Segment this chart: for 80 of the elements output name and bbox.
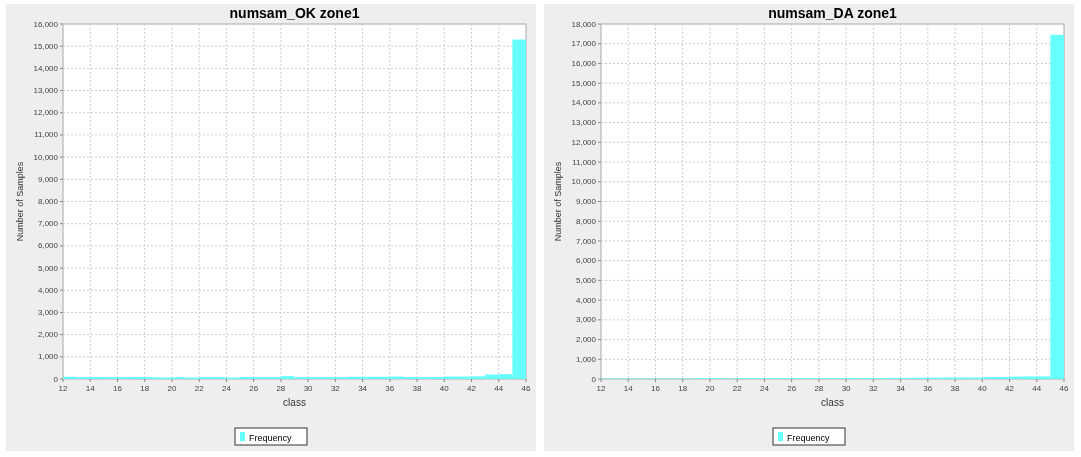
y-tick-label: 15,000: [33, 41, 59, 51]
y-tick-label: 9,000: [37, 174, 59, 184]
y-tick-label: 11,000: [572, 157, 597, 167]
y-tick-label: 8,000: [37, 197, 59, 207]
y-tick-label: 6,000: [37, 241, 59, 251]
y-tick-label: 5,000: [575, 275, 597, 285]
y-tick-label: 5,000: [37, 263, 59, 273]
x-tick-label: 26: [787, 384, 797, 393]
x-tick-label: 22: [194, 384, 205, 393]
x-tick-label: 28: [276, 384, 286, 393]
x-tick-label: 16: [651, 384, 661, 393]
legend-label: Frequency: [249, 432, 293, 443]
x-tick-label: 40: [977, 384, 988, 393]
x-tick-label: 46: [521, 384, 531, 393]
y-tick-label: 16,000: [571, 59, 597, 68]
x-tick-label: 28: [814, 384, 824, 393]
x-tick-label: 44: [1032, 384, 1042, 393]
x-tick-label: 16: [113, 384, 123, 393]
x-tick-label: 32: [868, 384, 879, 393]
y-tick-label: 10,000: [33, 152, 59, 162]
x-tick-label: 38: [412, 384, 423, 393]
x-axis-title: class: [821, 397, 844, 408]
y-axis-title: Number of Samples: [15, 161, 25, 242]
y-tick-label: 0: [591, 374, 597, 384]
y-tick-label: 9,000: [575, 197, 597, 207]
y-tick-label: 10,000: [571, 177, 597, 187]
x-tick-label: 42: [1005, 384, 1015, 393]
x-tick-label: 40: [439, 384, 450, 393]
y-tick-label: 4,000: [575, 295, 597, 305]
y-tick-label: 13,000: [571, 118, 597, 128]
y-tick-label: 17,000: [571, 39, 597, 49]
y-tick-label: 0: [53, 374, 59, 384]
x-tick-label: 44: [494, 384, 504, 393]
y-tick-label: 1,000: [37, 352, 59, 362]
y-tick-label: 13,000: [33, 86, 59, 96]
x-tick-label: 38: [950, 384, 961, 393]
chart-title: numsam_DA zone1: [768, 5, 898, 21]
x-tick-label: 24: [759, 384, 770, 393]
y-tick-label: 18,000: [571, 19, 597, 29]
y-tick-label: 2,000: [37, 330, 59, 340]
x-tick-label: 20: [167, 384, 177, 393]
y-tick-label: 7,000: [575, 236, 597, 246]
y-tick-label: 3,000: [575, 315, 597, 325]
y-tick-label: 4,000: [37, 285, 59, 295]
x-tick-label: 26: [249, 384, 259, 393]
y-tick-label: 14,000: [571, 98, 597, 108]
x-tick-label: 22: [732, 384, 743, 393]
x-tick-label: 18: [140, 384, 150, 393]
x-tick-label: 12: [58, 384, 68, 393]
y-tick-label: 6,000: [575, 256, 597, 266]
x-axis-title: class: [283, 397, 306, 408]
x-tick-label: 42: [467, 384, 477, 393]
x-tick-label: 14: [85, 384, 96, 393]
y-tick-label: 15,000: [571, 78, 597, 88]
y-tick-label: 3,000: [37, 308, 59, 317]
x-tick-label: 18: [678, 384, 688, 393]
x-tick-label: 32: [330, 384, 341, 393]
x-tick-label: 30: [841, 384, 852, 393]
x-tick-label: 34: [358, 384, 368, 393]
y-tick-label: 16,000: [33, 19, 59, 29]
x-tick-label: 14: [623, 384, 634, 393]
y-tick-label: 12,000: [571, 137, 597, 147]
y-tick-label: 11,000: [34, 130, 59, 140]
x-tick-label: 24: [221, 384, 232, 393]
x-tick-label: 12: [596, 384, 606, 393]
chart-title: numsam_OK zone1: [229, 5, 360, 21]
y-tick-label: 7,000: [37, 219, 59, 229]
x-tick-label: 34: [896, 384, 906, 393]
y-tick-label: 8,000: [575, 216, 597, 226]
x-tick-label: 36: [385, 384, 395, 393]
x-tick-label: 20: [705, 384, 715, 393]
legend-label: Frequency: [787, 432, 831, 443]
x-tick-label: 30: [303, 384, 314, 393]
x-tick-label: 36: [923, 384, 933, 393]
y-tick-label: 12,000: [33, 108, 59, 118]
y-tick-label: 1,000: [575, 354, 597, 364]
y-tick-label: 14,000: [33, 63, 59, 73]
y-tick-label: 2,000: [575, 335, 597, 345]
y-axis-title: Number of Samples: [553, 161, 563, 242]
x-tick-label: 46: [1059, 384, 1069, 393]
